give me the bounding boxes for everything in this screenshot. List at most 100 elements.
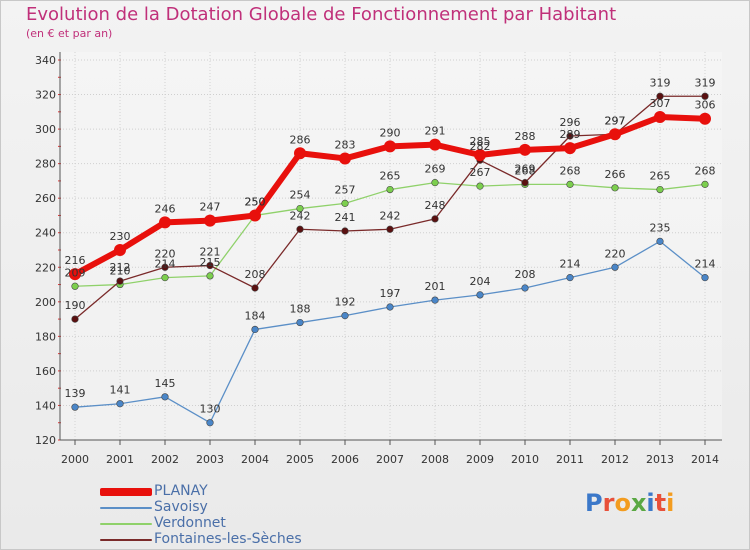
data-label-fontaines-les-s-ches: 212 — [110, 261, 131, 274]
data-point-verdonnet — [296, 204, 304, 213]
axes: 120 140 160 180 200 220 240 260 280 300 320 340 2000… — [35, 52, 722, 466]
data-label-planay: 291 — [425, 125, 446, 138]
logo-letter: i — [646, 489, 655, 517]
data-point-planay — [69, 268, 81, 281]
data-label-planay: 306 — [695, 99, 716, 112]
data-label-savoisy: 197 — [380, 287, 401, 300]
data-label-savoisy: 141 — [110, 384, 131, 397]
data-label-verdonnet: 210 — [110, 265, 131, 278]
x-tick-label: 2000 — [61, 453, 89, 466]
data-point-fontaines-les-s-ches — [116, 277, 124, 285]
x-tick-label: 2003 — [196, 453, 224, 466]
y-tick-label: 280 — [35, 158, 56, 171]
chart-subtitle: (en € et par an) — [26, 27, 113, 40]
data-point-planay — [204, 214, 216, 227]
data-point-savoisy — [431, 296, 439, 304]
data-label-planay: 285 — [470, 135, 491, 148]
data-point-verdonnet — [611, 184, 619, 192]
data-point-planay — [609, 128, 621, 141]
data-label-fontaines-les-s-ches: 269 — [515, 163, 536, 176]
data-point-savoisy — [161, 393, 169, 401]
data-label-savoisy: 208 — [515, 268, 536, 281]
logo-letter: x — [630, 489, 647, 517]
data-point-savoisy — [341, 312, 349, 320]
logo-letter: o — [614, 489, 631, 517]
data-point-verdonnet — [341, 199, 349, 207]
data-label-fontaines-les-s-ches: 319 — [695, 76, 716, 89]
x-tick-label: 2012 — [601, 453, 629, 466]
data-point-planay — [294, 147, 306, 160]
logo-letter: i — [666, 489, 675, 517]
data-point-verdonnet — [476, 182, 484, 190]
data-point-fontaines-les-s-ches — [341, 227, 349, 235]
chart-title: Evolution de la Dotation Globale de Fonc… — [26, 4, 617, 25]
data-label-fontaines-les-s-ches: 296 — [560, 116, 581, 129]
data-label-planay: 247 — [200, 201, 221, 214]
data-label-verdonnet: 250 — [245, 195, 266, 208]
data-label-planay: 250 — [245, 195, 266, 208]
data-label-verdonnet: 267 — [470, 166, 491, 179]
grid — [60, 52, 722, 441]
data-point-fontaines-les-s-ches — [71, 315, 79, 323]
data-label-fontaines-les-s-ches: 221 — [200, 246, 221, 259]
y-tick-label: 120 — [35, 434, 56, 447]
data-point-planay — [159, 216, 171, 229]
data-point-savoisy — [206, 419, 214, 427]
logo-letter: r — [602, 489, 615, 517]
data-label-fontaines-les-s-ches: 282 — [470, 140, 491, 153]
data-point-fontaines-les-s-ches — [206, 261, 214, 270]
data-label-fontaines-les-s-ches: 297 — [605, 114, 626, 127]
legend-swatch — [100, 488, 152, 496]
data-label-planay: 290 — [380, 126, 401, 139]
data-point-planay — [429, 138, 441, 151]
data-label-verdonnet: 254 — [290, 189, 311, 202]
data-label-savoisy: 188 — [290, 303, 311, 316]
logo-letter: P — [585, 489, 603, 517]
data-point-planay — [519, 143, 531, 156]
data-point-fontaines-les-s-ches — [296, 225, 304, 233]
y-tick-label: 180 — [35, 330, 56, 343]
data-label-planay: 286 — [290, 133, 311, 146]
data-point-planay — [699, 112, 711, 125]
data-label-savoisy: 220 — [605, 247, 626, 260]
data-label-planay: 289 — [560, 128, 581, 141]
data-point-fontaines-les-s-ches — [566, 132, 574, 140]
data-point-savoisy — [476, 291, 484, 299]
y-tick-label: 240 — [35, 227, 56, 240]
legend-label: PLANAY — [154, 483, 208, 499]
data-label-fontaines-les-s-ches: 208 — [245, 268, 266, 281]
x-tick-label: 2005 — [286, 453, 314, 466]
data-label-savoisy: 192 — [335, 296, 356, 309]
data-point-savoisy — [116, 400, 124, 408]
legend-swatch — [100, 539, 152, 541]
data-point-fontaines-les-s-ches — [701, 92, 709, 100]
data-point-savoisy — [611, 263, 619, 271]
data-point-fontaines-les-s-ches — [656, 92, 664, 100]
data-point-planay — [564, 142, 576, 155]
data-label-savoisy: 145 — [155, 377, 176, 390]
series-layer — [69, 92, 711, 427]
data-label-planay: 283 — [335, 138, 356, 151]
data-point-savoisy — [296, 318, 304, 327]
data-point-planay — [474, 149, 486, 161]
data-label-planay: 288 — [515, 130, 536, 143]
y-tick-label: 220 — [35, 261, 56, 274]
data-point-savoisy — [251, 325, 259, 334]
data-label-verdonnet: 266 — [605, 168, 626, 181]
data-label-planay: 246 — [155, 202, 176, 215]
data-point-verdonnet — [206, 272, 214, 280]
data-point-savoisy — [701, 274, 709, 282]
data-label-fontaines-les-s-ches: 248 — [425, 199, 446, 212]
data-point-savoisy — [566, 274, 574, 282]
x-tick-label: 2014 — [691, 453, 719, 466]
x-tick-label: 2011 — [556, 453, 584, 466]
y-tick-label: 300 — [35, 123, 56, 136]
data-label-verdonnet: 268 — [560, 164, 581, 177]
data-label-fontaines-les-s-ches: 242 — [380, 209, 401, 222]
data-label-planay: 216 — [65, 254, 86, 267]
data-point-verdonnet — [431, 179, 439, 187]
y-tick-label: 160 — [35, 365, 56, 378]
x-tick-label: 2010 — [511, 453, 539, 466]
